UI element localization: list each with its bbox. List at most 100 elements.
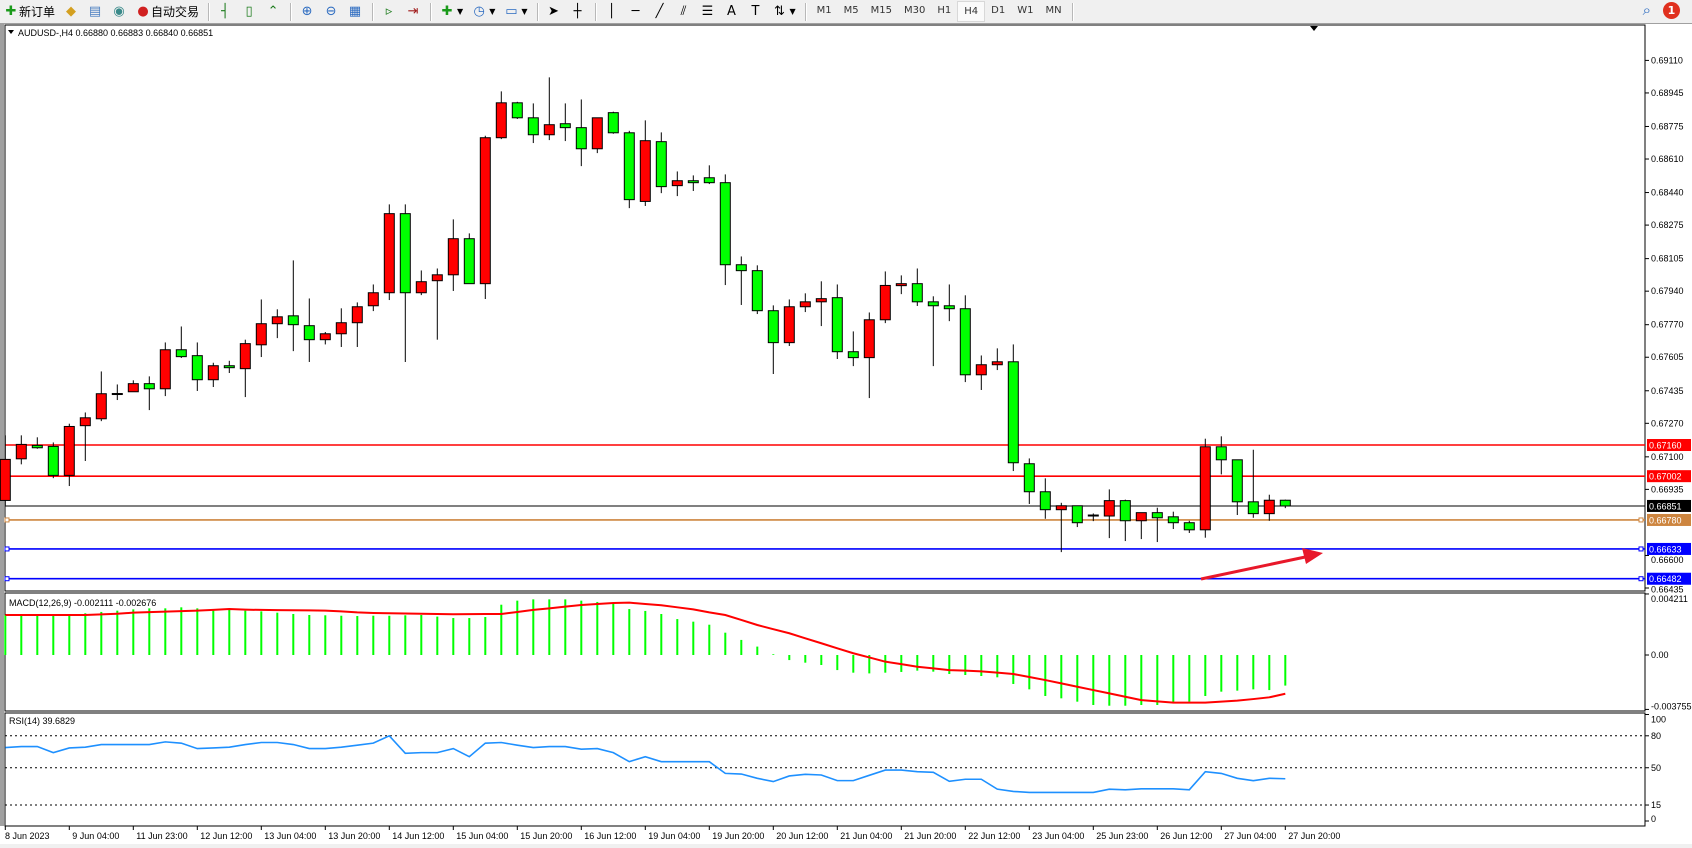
toolbar-separator <box>208 2 211 21</box>
bear-candle-body <box>559 123 571 129</box>
candle <box>463 233 475 285</box>
tile-windows-button[interactable]: ▦ <box>344 1 366 22</box>
price-label-bg <box>1647 439 1691 452</box>
time-tick-label: 26 Jun 12:00 <box>1160 831 1212 841</box>
candle <box>1279 499 1291 509</box>
bear-candle-body <box>1119 500 1131 522</box>
notification-badge[interactable]: 1 <box>1663 1 1680 19</box>
candle <box>895 275 907 295</box>
bear-candle-body <box>143 383 155 390</box>
candlestick-button[interactable]: ▯ <box>238 1 260 22</box>
candle <box>415 270 427 296</box>
candle <box>943 284 955 322</box>
arrows-button[interactable]: ⇅ ▼ <box>769 1 799 22</box>
candle <box>543 77 555 141</box>
candle <box>879 271 891 324</box>
rsi-tick-label: 50 <box>1651 763 1661 773</box>
candle <box>399 204 411 362</box>
new-order-button[interactable]: ✚ 新订单 <box>0 1 58 22</box>
timeframe-h1[interactable]: H1 <box>937 5 952 16</box>
bull-candle-body <box>431 274 443 282</box>
main-panel <box>4 24 1646 592</box>
bear-candle-body <box>831 297 843 353</box>
bear-candle-body <box>1023 463 1035 493</box>
zoom-out-button[interactable]: ⊖ <box>320 1 342 22</box>
bull-candle-body <box>111 393 123 396</box>
bull-candle-body <box>207 365 219 381</box>
bear-candle-body <box>1247 501 1259 515</box>
auto-trading-button[interactable]: ● 自动交易 <box>132 1 202 22</box>
timeframe-m1[interactable]: M1 <box>816 5 832 16</box>
timeframe-w1[interactable]: W1 <box>1017 5 1034 16</box>
timeframe-h4[interactable]: H4 <box>957 1 986 22</box>
bull-candle-body <box>79 417 91 427</box>
trendline-button[interactable]: ╱ <box>649 1 671 22</box>
candle <box>383 204 395 301</box>
periods-icon: ◷ <box>473 3 485 19</box>
price-label-bg <box>1647 513 1691 526</box>
auto-trading-label: 自动交易 <box>151 5 200 19</box>
candle <box>127 380 139 393</box>
text-label-button[interactable]: T <box>745 1 767 22</box>
bull-candle-body <box>815 298 827 303</box>
cursor-icon: ➤ <box>548 3 559 19</box>
bull-candle-body <box>127 383 139 393</box>
market-watch-button[interactable]: ◆ <box>60 1 82 22</box>
bull-candle-body <box>863 319 875 359</box>
timeframe-mn[interactable]: MN <box>1045 5 1062 16</box>
bull-candle-body <box>15 443 27 460</box>
timeframe-bar: M1 M5 M15 M30 H1 H4 D1 W1 MN <box>811 1 1068 22</box>
auto-scroll-button[interactable]: ▹ <box>378 1 400 22</box>
market-watch-icon: ◆ <box>66 3 77 19</box>
bull-candle-body <box>255 323 267 346</box>
candle <box>431 268 443 340</box>
templates-button[interactable]: ▭ ▼ <box>500 1 530 22</box>
candle <box>495 91 507 140</box>
navigator-button[interactable]: ▤ <box>84 1 106 22</box>
chart-shift-button[interactable]: ⇥ <box>402 1 424 22</box>
indicators-button[interactable]: ✚ ▼ <box>436 1 466 22</box>
signals-button[interactable]: ◉ <box>108 1 130 22</box>
time-tick-label: 23 Jun 04:00 <box>1032 831 1084 841</box>
vertical-line-button[interactable]: │ <box>601 1 623 22</box>
bar-chart-button[interactable]: ┤ <box>214 1 236 22</box>
chart-canvas[interactable]: AUDUSD-,H4 0.66880 0.66883 0.66840 0.668… <box>0 24 1692 844</box>
cursor-button[interactable]: ➤ <box>543 1 565 22</box>
line-chart-button[interactable]: ⌃ <box>262 1 284 22</box>
candle <box>799 293 811 313</box>
signals-icon: ◉ <box>113 3 125 19</box>
bear-candle-body <box>191 355 203 381</box>
horizontal-line-button[interactable]: ─ <box>625 1 647 22</box>
line-handle <box>1638 546 1644 552</box>
bear-candle-body <box>47 445 59 476</box>
price-tick-label: 0.67100 <box>1651 452 1684 462</box>
fibonacci-button[interactable]: ☰ <box>697 1 719 22</box>
chevron-down-icon: ▼ <box>521 7 528 16</box>
price-tick-label: 0.68775 <box>1651 121 1684 131</box>
crosshair-icon: ┼ <box>573 3 582 19</box>
text-button[interactable]: A <box>721 1 743 22</box>
time-tick-label: 21 Jun 04:00 <box>840 831 892 841</box>
equidistant-channel-button[interactable]: ⫽ <box>673 1 695 22</box>
zoom-in-button[interactable]: ⊕ <box>296 1 318 22</box>
price-tick-label: 0.67435 <box>1651 386 1684 396</box>
bear-candle-body <box>943 305 955 310</box>
arrows-icon: ⇅ <box>774 3 785 19</box>
timeframe-m15[interactable]: M15 <box>870 5 893 16</box>
rsi-tick-label: 80 <box>1651 731 1661 741</box>
bear-candle-body <box>303 325 315 341</box>
time-tick-label: 27 Jun 20:00 <box>1288 831 1340 841</box>
crosshair-button[interactable]: ┼ <box>567 1 589 22</box>
chart-window[interactable]: AUDUSD-,H4 0.66880 0.66883 0.66840 0.668… <box>0 24 1692 844</box>
price-tick-label: 0.67940 <box>1651 286 1684 296</box>
search-icon[interactable]: ⌕ <box>1642 1 1651 19</box>
timeframe-m5[interactable]: M5 <box>843 5 859 16</box>
price-tick-label: 0.68945 <box>1651 88 1684 98</box>
auto-trading-icon: ● <box>137 3 149 19</box>
periods-button[interactable]: ◷ ▼ <box>468 1 498 22</box>
bear-candle-body <box>575 127 587 150</box>
candle <box>1055 502 1067 553</box>
timeframe-d1[interactable]: D1 <box>991 5 1006 16</box>
timeframe-m30[interactable]: M30 <box>904 5 926 16</box>
fibonacci-icon: ☰ <box>701 3 714 19</box>
